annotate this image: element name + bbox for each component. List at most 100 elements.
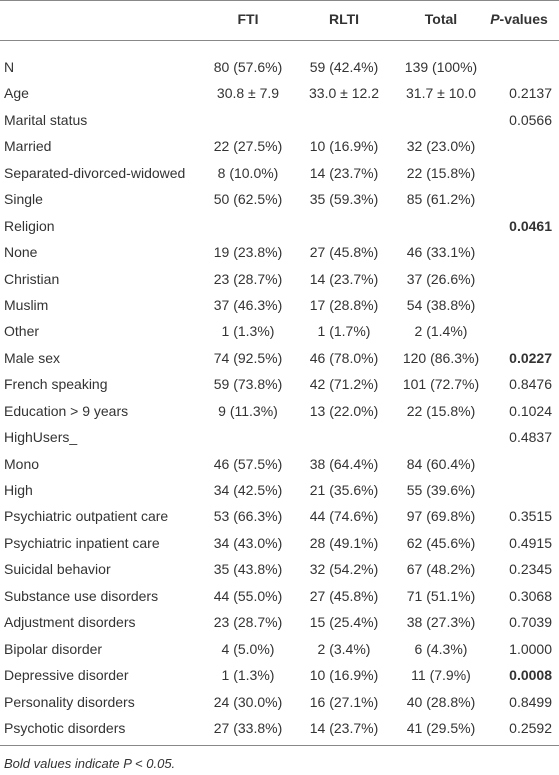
table-cell: 19 (23.8%) [213,244,283,261]
table-cell: 30.8 ± 7.9 [216,85,280,102]
table-cell: 32 (23.0%) [406,138,476,155]
row-label: Muslim [4,296,49,313]
row-label: Marital status [4,111,88,128]
row-label: Male sex [4,349,61,366]
header-rule [0,40,559,41]
table-cell: 53 (66.3%) [213,508,283,525]
table-cell: 15 (25.4%) [309,614,379,631]
table-cell: 0.1024 [509,402,552,419]
row-label: Age [4,85,29,102]
table-cell: 11 (7.9%) [411,667,471,684]
table-cell: 46 (57.5%) [213,455,283,472]
table-cell: 4 (5.0%) [221,640,275,657]
row-label: High [4,482,33,499]
table-cell: 1.0000 [509,640,552,657]
table-cell: 50 (62.5%) [213,191,283,208]
row-label: French speaking [4,376,108,393]
table-cell: 27 (33.8%) [213,720,283,736]
footnote: Bold values indicate P < 0.05. [4,756,176,771]
table-cell: 10 (16.9%) [309,667,379,684]
bottom-rule [0,745,559,746]
table-cell: 27 (45.8%) [309,587,379,604]
table-cell: 22 (27.5%) [213,138,283,155]
table-cell: 54 (38.8%) [406,296,476,313]
table-cell: 62 (45.6%) [406,534,476,551]
row-label: Psychiatric inpatient care [4,534,160,551]
table-cell: 17 (28.8%) [309,296,379,313]
table-cell: 41 (29.5%) [406,720,476,736]
table-cell: 46 (33.1%) [406,244,476,261]
top-rule [0,0,559,1]
table-cell: 23 (28.7%) [213,614,283,631]
table-cell: 46 (78.0%) [309,349,379,366]
table-cell: 85 (61.2%) [406,191,476,208]
table-cell: 80 (57.6%) [213,59,283,75]
table-cell: 0.3515 [509,508,552,525]
table-cell: 0.4915 [509,534,552,551]
table-cell: 40 (28.8%) [406,693,476,710]
header-cell: Total [424,11,458,27]
table-cell: 0.8499 [509,693,552,710]
table-cell: 14 (23.7%) [309,164,379,181]
row-label: Psychiatric outpatient care [4,508,169,525]
row-label: Married [4,138,52,155]
table-cell: 35 (43.8%) [213,561,283,578]
row-label: Christian [4,270,60,287]
table-cell: 9 (11.3%) [218,402,278,419]
table-cell: 8 (10.0%) [217,164,279,181]
table-cell: 74 (92.5%) [213,349,283,366]
row-label: None [4,244,38,261]
row-label: N [4,59,15,75]
row-label: Suicidal behavior [4,561,111,578]
table-cell: 0.0008 [509,667,552,684]
table-cell: 2 (1.4%) [414,323,468,340]
table-cell: 6 (4.3%) [414,640,468,657]
table-cell: 139 (100%) [404,59,478,75]
table-cell: 33.0 ± 12.2 [309,85,379,102]
table-cell: 0.4837 [509,429,552,446]
table-cell: 38 (64.4%) [309,455,379,472]
row-label: Personality disorders [4,693,135,710]
table-cell: 97 (69.8%) [406,508,476,525]
table-cell: 38 (27.3%) [406,614,476,631]
row-label: Other [4,323,40,340]
row-label: Religion [4,217,55,234]
table-cell: 34 (42.5%) [213,482,283,499]
table-cell: 37 (26.6%) [406,270,476,287]
table-cell: 1 (1.3%) [221,323,275,340]
row-label: HighUsers_ [4,429,78,446]
table-cell: 35 (59.3%) [309,191,379,208]
table-cell: 0.0461 [509,217,552,234]
table-cell: 27 (45.8%) [309,244,379,261]
table-cell: 84 (60.4%) [406,455,476,472]
table-cell: 22 (15.8%) [406,164,476,181]
row-label: Separated-divorced-widowed [4,164,186,181]
table-cell: 0.0566 [509,111,552,128]
table-cell: 67 (48.2%) [406,561,476,578]
table-cell: 55 (39.6%) [406,482,476,499]
table-cell: 0.2345 [509,561,552,578]
table-cell: 44 (74.6%) [309,508,379,525]
table-cell: 28 (49.1%) [309,534,379,551]
table-cell: 120 (86.3%) [402,349,480,366]
table-cell: 23 (28.7%) [213,270,283,287]
table-cell: 37 (46.3%) [213,296,283,313]
row-label: Adjustment disorders [4,614,136,631]
table-cell: 14 (23.7%) [309,720,379,736]
table-cell: 31.7 ± 10.0 [406,85,476,102]
table-cell: 1 (1.7%) [317,323,371,340]
row-label: Psychotic disorders [4,720,126,736]
table-cell: 101 (72.7%) [402,376,480,393]
row-label: Single [4,191,43,208]
table-cell: 0.8476 [509,376,552,393]
table-cell: 0.3068 [509,587,552,604]
row-label: Substance use disorders [4,587,159,604]
table-cell: 42 (71.2%) [309,376,379,393]
table-cell: 14 (23.7%) [309,270,379,287]
table-cell: 32 (54.2%) [309,561,379,578]
header-cell: RLTI [328,11,360,27]
header-cell: P-values [490,11,548,27]
table-cell: 13 (22.0%) [309,402,379,419]
row-label: Education > 9 years [4,402,129,419]
